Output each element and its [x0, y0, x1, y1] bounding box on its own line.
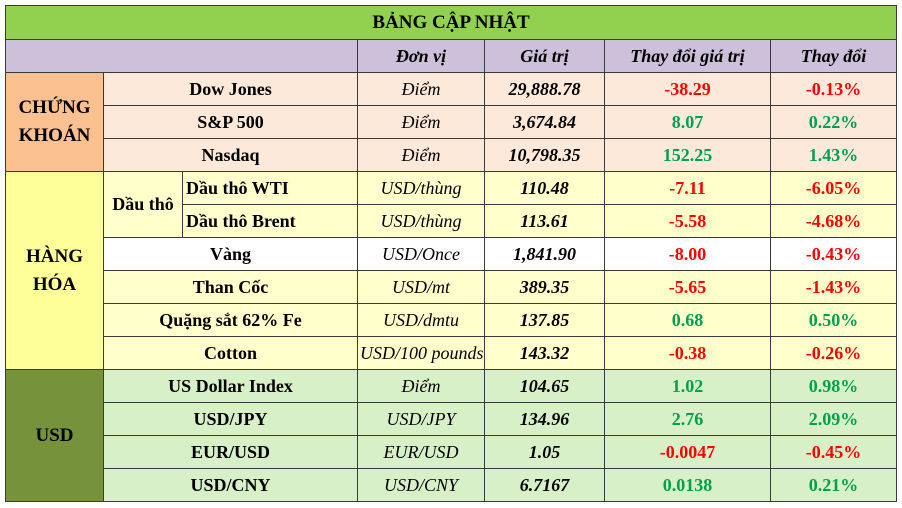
row-unit: USD/thùng: [357, 204, 485, 238]
row-unit: Điểm: [357, 105, 485, 139]
row-name: Dầu thô WTI: [182, 171, 358, 205]
table-row: Dầu thô Brent USD/thùng 113.61 -5.58 -4.…: [6, 204, 898, 238]
row-change-pct: 0.21%: [769, 468, 898, 502]
row-value: 389.35: [484, 270, 605, 304]
header-change-value: Thay đổi giá trị: [604, 39, 771, 73]
row-value: 1.05: [484, 435, 605, 469]
row-unit: USD/dmtu: [357, 303, 485, 337]
row-change: 0.68: [604, 303, 771, 337]
row-change-pct: 0.22%: [769, 105, 898, 139]
header-blank: [5, 39, 358, 73]
row-change-pct: 1.43%: [769, 138, 898, 172]
row-change-pct: -0.43%: [769, 237, 898, 271]
table-row: Nasdaq Điểm 10,798.35 152.25 1.43%: [6, 138, 898, 172]
row-change-pct: -0.26%: [769, 336, 898, 370]
row-name: Nasdaq: [103, 138, 358, 172]
row-name: Dow Jones: [103, 72, 358, 106]
row-unit: USD/mt: [357, 270, 485, 304]
row-name: Vàng: [103, 237, 358, 271]
row-change-pct: 2.09%: [769, 402, 898, 436]
row-value: 137.85: [484, 303, 605, 337]
row-value: 113.61: [484, 204, 605, 238]
row-unit: USD/Once: [357, 237, 485, 271]
row-value: 110.48: [484, 171, 605, 205]
row-unit: USD/thùng: [357, 171, 485, 205]
row-value: 29,888.78: [484, 72, 605, 106]
header-change-pct: Thay đổi: [769, 39, 898, 73]
row-unit: EUR/USD: [357, 435, 485, 469]
table-row: USD US Dollar Index Điểm 104.65 1.02 0.9…: [5, 369, 898, 502]
row-name: EUR/USD: [103, 435, 358, 469]
row-name: Cotton: [103, 336, 358, 370]
row-value: 6.7167: [484, 468, 605, 502]
row-change-pct: -1.43%: [769, 270, 898, 304]
table-row: Cotton USD/100 pounds 143.32 -0.38 -0.26…: [6, 336, 898, 370]
header-value: Giá trị: [484, 39, 605, 73]
group-label-commodities: HÀNG HÓA: [5, 171, 104, 370]
row-change: -5.65: [604, 270, 771, 304]
row-value: 3,674.84: [484, 105, 605, 139]
row-change-pct: -4.68%: [769, 204, 898, 238]
row-unit: USD/JPY: [357, 402, 485, 436]
row-unit: USD/100 pounds: [357, 336, 485, 370]
group-label-stocks: CHỨNG KHOÁN: [5, 72, 104, 172]
row-value: 143.32: [484, 336, 605, 370]
row-change-pct: -0.45%: [769, 435, 898, 469]
row-unit: Điểm: [357, 369, 485, 403]
row-name: Quặng sắt 62% Fe: [103, 303, 358, 337]
row-change: 1.02: [604, 369, 771, 403]
row-change: 152.25: [604, 138, 771, 172]
table-row: CHỨNG KHOÁN Dow Jones Điểm 29,888.78 -38.…: [5, 72, 898, 172]
row-unit: Điểm: [357, 138, 485, 172]
table-row: USD/JPY USD/JPY 134.96 2.76 2.09%: [6, 402, 898, 436]
table-title: BẢNG CẬP NHẬT: [4, 5, 898, 40]
row-value: 134.96: [484, 402, 605, 436]
row-name: Dầu thô Brent: [182, 204, 358, 238]
row-change: -38.29: [604, 72, 771, 106]
row-name: Than Cốc: [103, 270, 358, 304]
row-name: USD/CNY: [103, 468, 358, 502]
row-change: -0.38: [604, 336, 771, 370]
table-row: HÀNG HÓA Dầu thô Dầu thô WTI USD/thùng 11…: [5, 171, 898, 370]
row-name: US Dollar Index: [103, 369, 358, 403]
row-change: -5.58: [604, 204, 771, 238]
row-value: 10,798.35: [484, 138, 605, 172]
row-unit: USD/CNY: [357, 468, 485, 502]
row-name: USD/JPY: [103, 402, 358, 436]
table-row: S&P 500 Điểm 3,674.84 8.07 0.22%: [6, 105, 898, 139]
header-unit: Đơn vị: [357, 39, 485, 73]
row-change-pct: 0.50%: [769, 303, 898, 337]
row-change: 8.07: [604, 105, 771, 139]
row-change: 2.76: [604, 402, 771, 436]
row-unit: Điểm: [357, 72, 485, 106]
row-change: -0.0047: [604, 435, 771, 469]
market-update-table: BẢNG CẬP NHẬT Đơn vị Giá trị Thay đổi gi…: [4, 5, 898, 502]
row-change-pct: 0.98%: [769, 369, 898, 403]
table-row: USD/CNY USD/CNY 6.7167 0.0138 0.21%: [6, 468, 898, 502]
row-change: -8.00: [604, 237, 771, 271]
table-row: Quặng sắt 62% Fe USD/dmtu 137.85 0.68 0.…: [6, 303, 898, 337]
table-row: Than Cốc USD/mt 389.35 -5.65 -1.43%: [6, 270, 898, 304]
subgroup-label-oil: Dầu thô: [103, 171, 183, 238]
row-change-pct: -6.05%: [769, 171, 898, 205]
table-row: Vàng USD/Once 1,841.90 -8.00 -0.43%: [6, 237, 898, 271]
table-row: EUR/USD EUR/USD 1.05 -0.0047 -0.45%: [6, 435, 898, 469]
row-name: S&P 500: [103, 105, 358, 139]
row-value: 104.65: [484, 369, 605, 403]
row-value: 1,841.90: [484, 237, 605, 271]
row-change: 0.0138: [604, 468, 771, 502]
group-label-usd: USD: [5, 369, 104, 502]
row-change-pct: -0.13%: [769, 72, 898, 106]
row-change: -7.11: [604, 171, 771, 205]
